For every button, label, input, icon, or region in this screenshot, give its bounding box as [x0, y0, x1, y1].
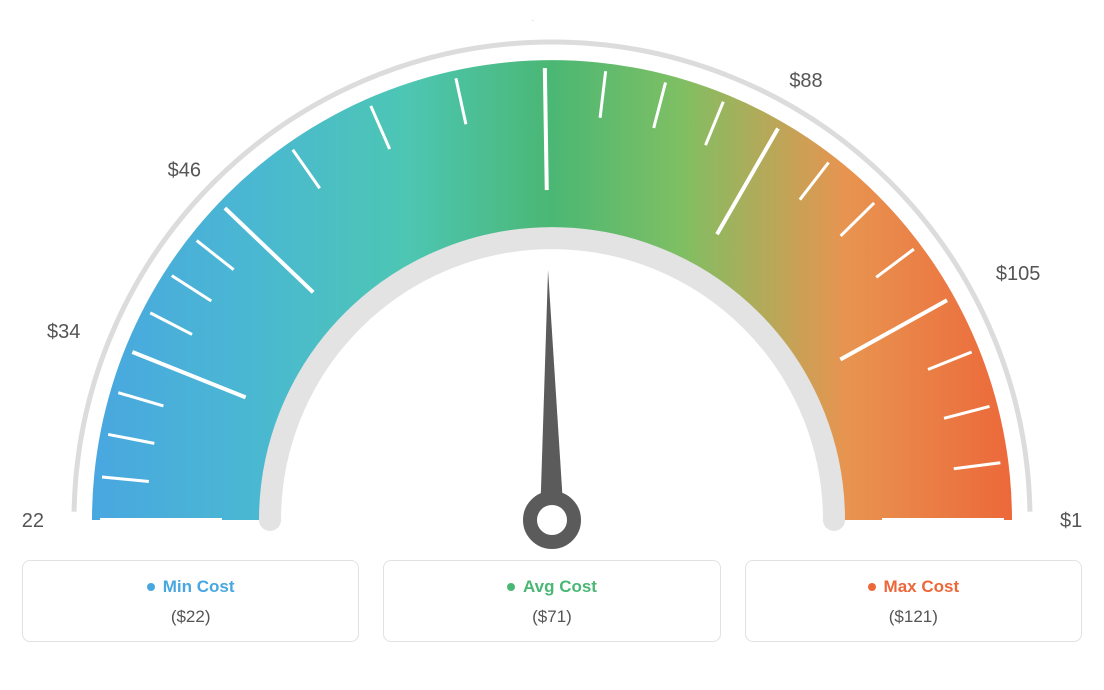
legend-value: ($22) — [33, 607, 348, 627]
tick-label: $46 — [168, 159, 201, 181]
needle-hub — [530, 498, 574, 542]
legend-title: Max Cost — [868, 577, 960, 597]
legend-dot — [147, 583, 155, 591]
legend-card: Max Cost ($121) — [745, 560, 1082, 642]
gauge-svg: $22 $34 $46 $71 $88 $105 $121 — [22, 20, 1082, 550]
tick-label: $105 — [996, 263, 1041, 285]
gauge-needle — [540, 270, 564, 520]
tick-label: $71 — [527, 20, 560, 24]
major-tick — [545, 68, 547, 190]
legend-value: ($121) — [756, 607, 1071, 627]
legend-card: Avg Cost ($71) — [383, 560, 720, 642]
legend-title: Avg Cost — [507, 577, 597, 597]
tick-label: $22 — [22, 510, 44, 532]
tick-label: $121 — [1060, 510, 1082, 532]
tick-label: $88 — [789, 70, 822, 92]
legend-title: Min Cost — [147, 577, 235, 597]
tick-label: $34 — [47, 321, 80, 343]
legend-card: Min Cost ($22) — [22, 560, 359, 642]
legend-dot — [507, 583, 515, 591]
legend-title-text: Max Cost — [884, 577, 960, 597]
cost-gauge: $22 $34 $46 $71 $88 $105 $121 — [22, 20, 1082, 550]
legend-title-text: Avg Cost — [523, 577, 597, 597]
legend-dot — [868, 583, 876, 591]
legend-value: ($71) — [394, 607, 709, 627]
legend-row: Min Cost ($22) Avg Cost ($71) Max Cost ($121) — [22, 560, 1082, 642]
legend-title-text: Min Cost — [163, 577, 235, 597]
